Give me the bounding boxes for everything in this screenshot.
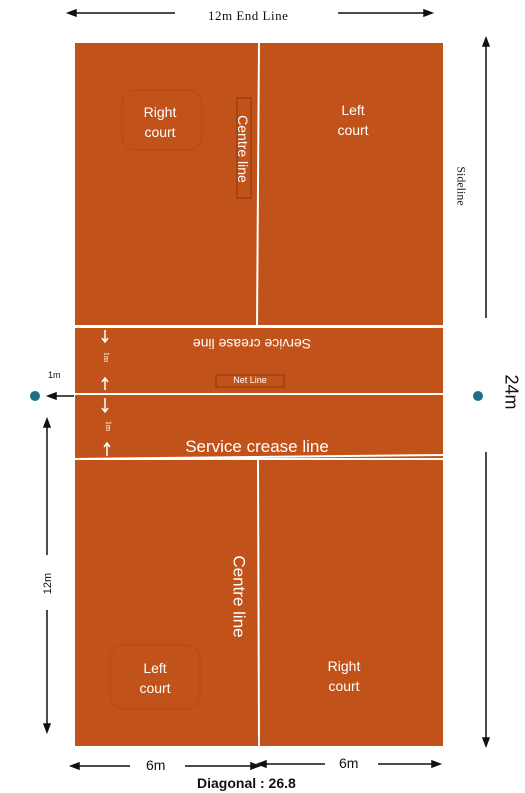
length-label: 24m <box>501 374 522 410</box>
half-width-left-label: 6m <box>146 757 166 773</box>
bottom-service-crease-label: Service crease line <box>185 437 329 456</box>
bottom-width-arrows <box>68 759 443 771</box>
bottom-centre-line <box>257 458 260 747</box>
top-left-court-label: Left court <box>323 100 383 140</box>
bottom-right-court-label: Right court <box>314 656 374 696</box>
crease-offset-bottom-label: 1m <box>104 420 114 432</box>
half-width-right-label: 6m <box>339 755 359 771</box>
court-label-line: Left <box>143 660 167 676</box>
label-frame <box>109 644 201 710</box>
half-length-arrows <box>42 416 52 735</box>
top-centre-line <box>256 42 260 327</box>
court-label-line: Left <box>341 102 365 118</box>
diagonal-label: Diagonal : 26.8 <box>197 775 296 791</box>
net-offset-arrow <box>45 391 74 401</box>
court-label-line: Right <box>143 104 177 120</box>
court-label-line: court <box>328 678 360 694</box>
bottom-service-crease-line <box>74 454 444 460</box>
top-end-line-label: 12m End Line <box>208 8 289 23</box>
court-label-line: Right <box>327 658 361 674</box>
net-line-label: Net Line <box>233 375 267 385</box>
right-net-post <box>473 391 483 401</box>
crease-offset-top-label: 1m <box>102 351 112 363</box>
top-centre-line-label: Centre line <box>235 115 251 183</box>
left-net-post <box>30 391 40 401</box>
label-frame <box>215 374 285 388</box>
sideline-arrows <box>481 35 491 749</box>
top-dimension-arrows <box>65 8 435 18</box>
top-service-crease-label: Service crease line <box>192 336 312 352</box>
court-label-line: court <box>139 680 171 696</box>
top-right-court-label: Right court <box>130 102 190 142</box>
bottom-left-court-label: Left court <box>125 658 185 698</box>
half-length-label: 12m <box>42 572 55 595</box>
label-frame <box>121 89 203 151</box>
court-label-line: court <box>144 124 176 140</box>
label-frame <box>236 97 252 199</box>
bottom-centre-line-label: Centre line <box>229 555 249 638</box>
crease-offset-arrows <box>101 330 111 456</box>
net-offset-label: 1m <box>48 370 61 380</box>
court-label-line: court <box>337 122 369 138</box>
sideline-label: Sideline <box>454 166 469 206</box>
